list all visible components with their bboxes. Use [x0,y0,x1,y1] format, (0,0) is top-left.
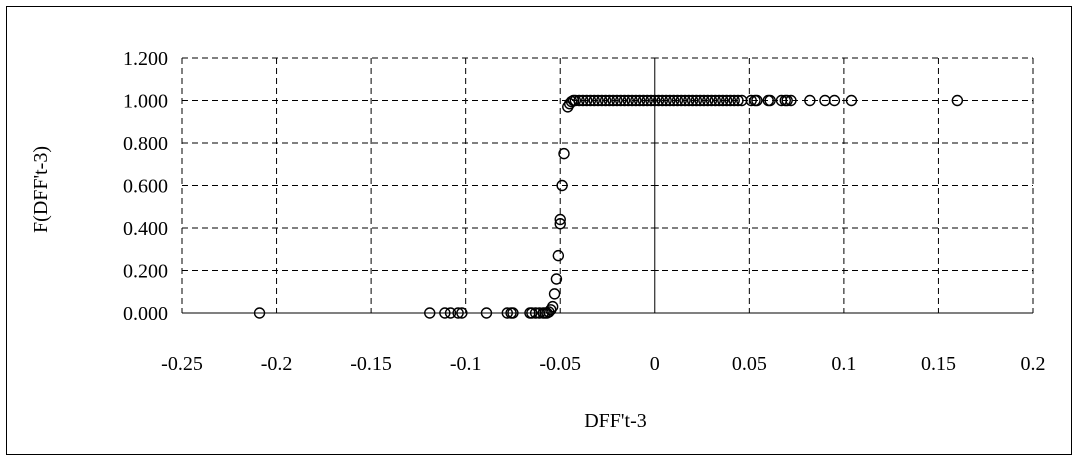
data-point [705,94,718,107]
data-point [698,94,710,107]
data-point [596,94,608,107]
x-axis-label: DFF't-3 [584,410,647,432]
data-point [584,94,597,107]
x-tick-label: -0.15 [350,353,392,375]
data-point [785,94,797,107]
data-point [592,94,604,107]
y-tick-label: 0.200 [123,261,168,283]
data-point [667,94,680,107]
data-point [764,94,776,107]
data-point [732,94,744,107]
data-point [679,94,691,107]
x-tick-label: -0.25 [161,353,203,375]
data-point [951,94,964,107]
data-point [622,94,635,107]
data-point [546,300,559,313]
x-tick-label: 0.1 [831,353,856,375]
data-point [501,307,513,319]
y-tick-label: 0.400 [123,218,168,240]
data-point [569,94,582,107]
data-point [724,94,737,107]
axes [182,57,1033,314]
data-point [526,307,538,319]
x-tick-label: 0.15 [921,353,956,375]
data-point [599,94,612,107]
data-point [649,94,661,107]
y-tick-label: 1.200 [123,48,168,70]
data-point [424,307,436,319]
data-point [702,94,714,107]
data-point [611,94,623,107]
data-point [548,288,561,300]
data-point [439,307,451,319]
data-point [641,94,653,107]
data-point [554,213,566,226]
x-tick-label: -0.2 [261,353,293,375]
data-point [552,249,565,262]
data-point [550,273,563,285]
y-axis-label: F(DFF't-3) [30,146,52,233]
y-tick-label: 0.800 [123,133,168,155]
data-point [630,94,642,107]
x-tick-label: -0.05 [539,353,581,375]
data-point [637,94,650,107]
data-point [781,94,793,107]
data-point [660,94,672,107]
data-point [618,94,631,107]
data-point [645,94,657,107]
scatter-chart: 0.000 0.200 0.400 0.600 0.800 1.000 1.200 -0.25… [30,48,1046,432]
data-point [588,94,600,107]
data-point [728,94,740,107]
data-point [845,94,858,107]
x-tick-label: 0 [650,353,660,375]
data-point [683,94,695,107]
data-point [690,94,703,107]
data-point [253,307,266,319]
y-tick-label: 0.600 [123,176,168,198]
data-point [554,218,566,230]
data-point [556,179,568,192]
data-point [652,94,665,107]
data-points [253,94,964,319]
data-point [452,307,464,319]
data-point [804,94,816,107]
x-tick-label: 0.2 [1021,353,1046,375]
data-point [656,94,669,107]
y-tick-label: 0.000 [123,303,168,325]
y-tick-label: 1.000 [123,91,168,113]
data-point [456,307,468,319]
data-point [664,94,676,107]
data-point [580,94,593,107]
data-point [828,94,841,107]
data-point [626,94,638,107]
x-tick-label: -0.1 [450,353,482,375]
data-point [480,307,493,319]
data-point [709,94,721,107]
data-point [633,94,646,107]
data-point [675,94,687,107]
data-point [720,94,733,107]
data-point [717,94,729,107]
data-point [751,94,763,107]
x-tick-label: 0.05 [732,353,767,375]
data-point [507,307,519,319]
data-point [573,94,585,107]
tick-labels: 0.000 0.200 0.400 0.600 0.800 1.000 1.200 -0.25… [123,48,1046,375]
data-point [686,94,699,107]
data-point [607,94,619,107]
data-point [558,147,570,160]
data-point [694,94,706,107]
data-point [577,94,589,107]
data-point [444,307,457,319]
data-point [603,94,616,107]
data-point [615,94,627,107]
data-point [713,94,725,107]
data-point [671,94,684,107]
chart-frame: 0.000 0.200 0.400 0.600 0.800 1.000 1.200 -0.25… [6,6,1072,455]
data-point [745,94,757,107]
